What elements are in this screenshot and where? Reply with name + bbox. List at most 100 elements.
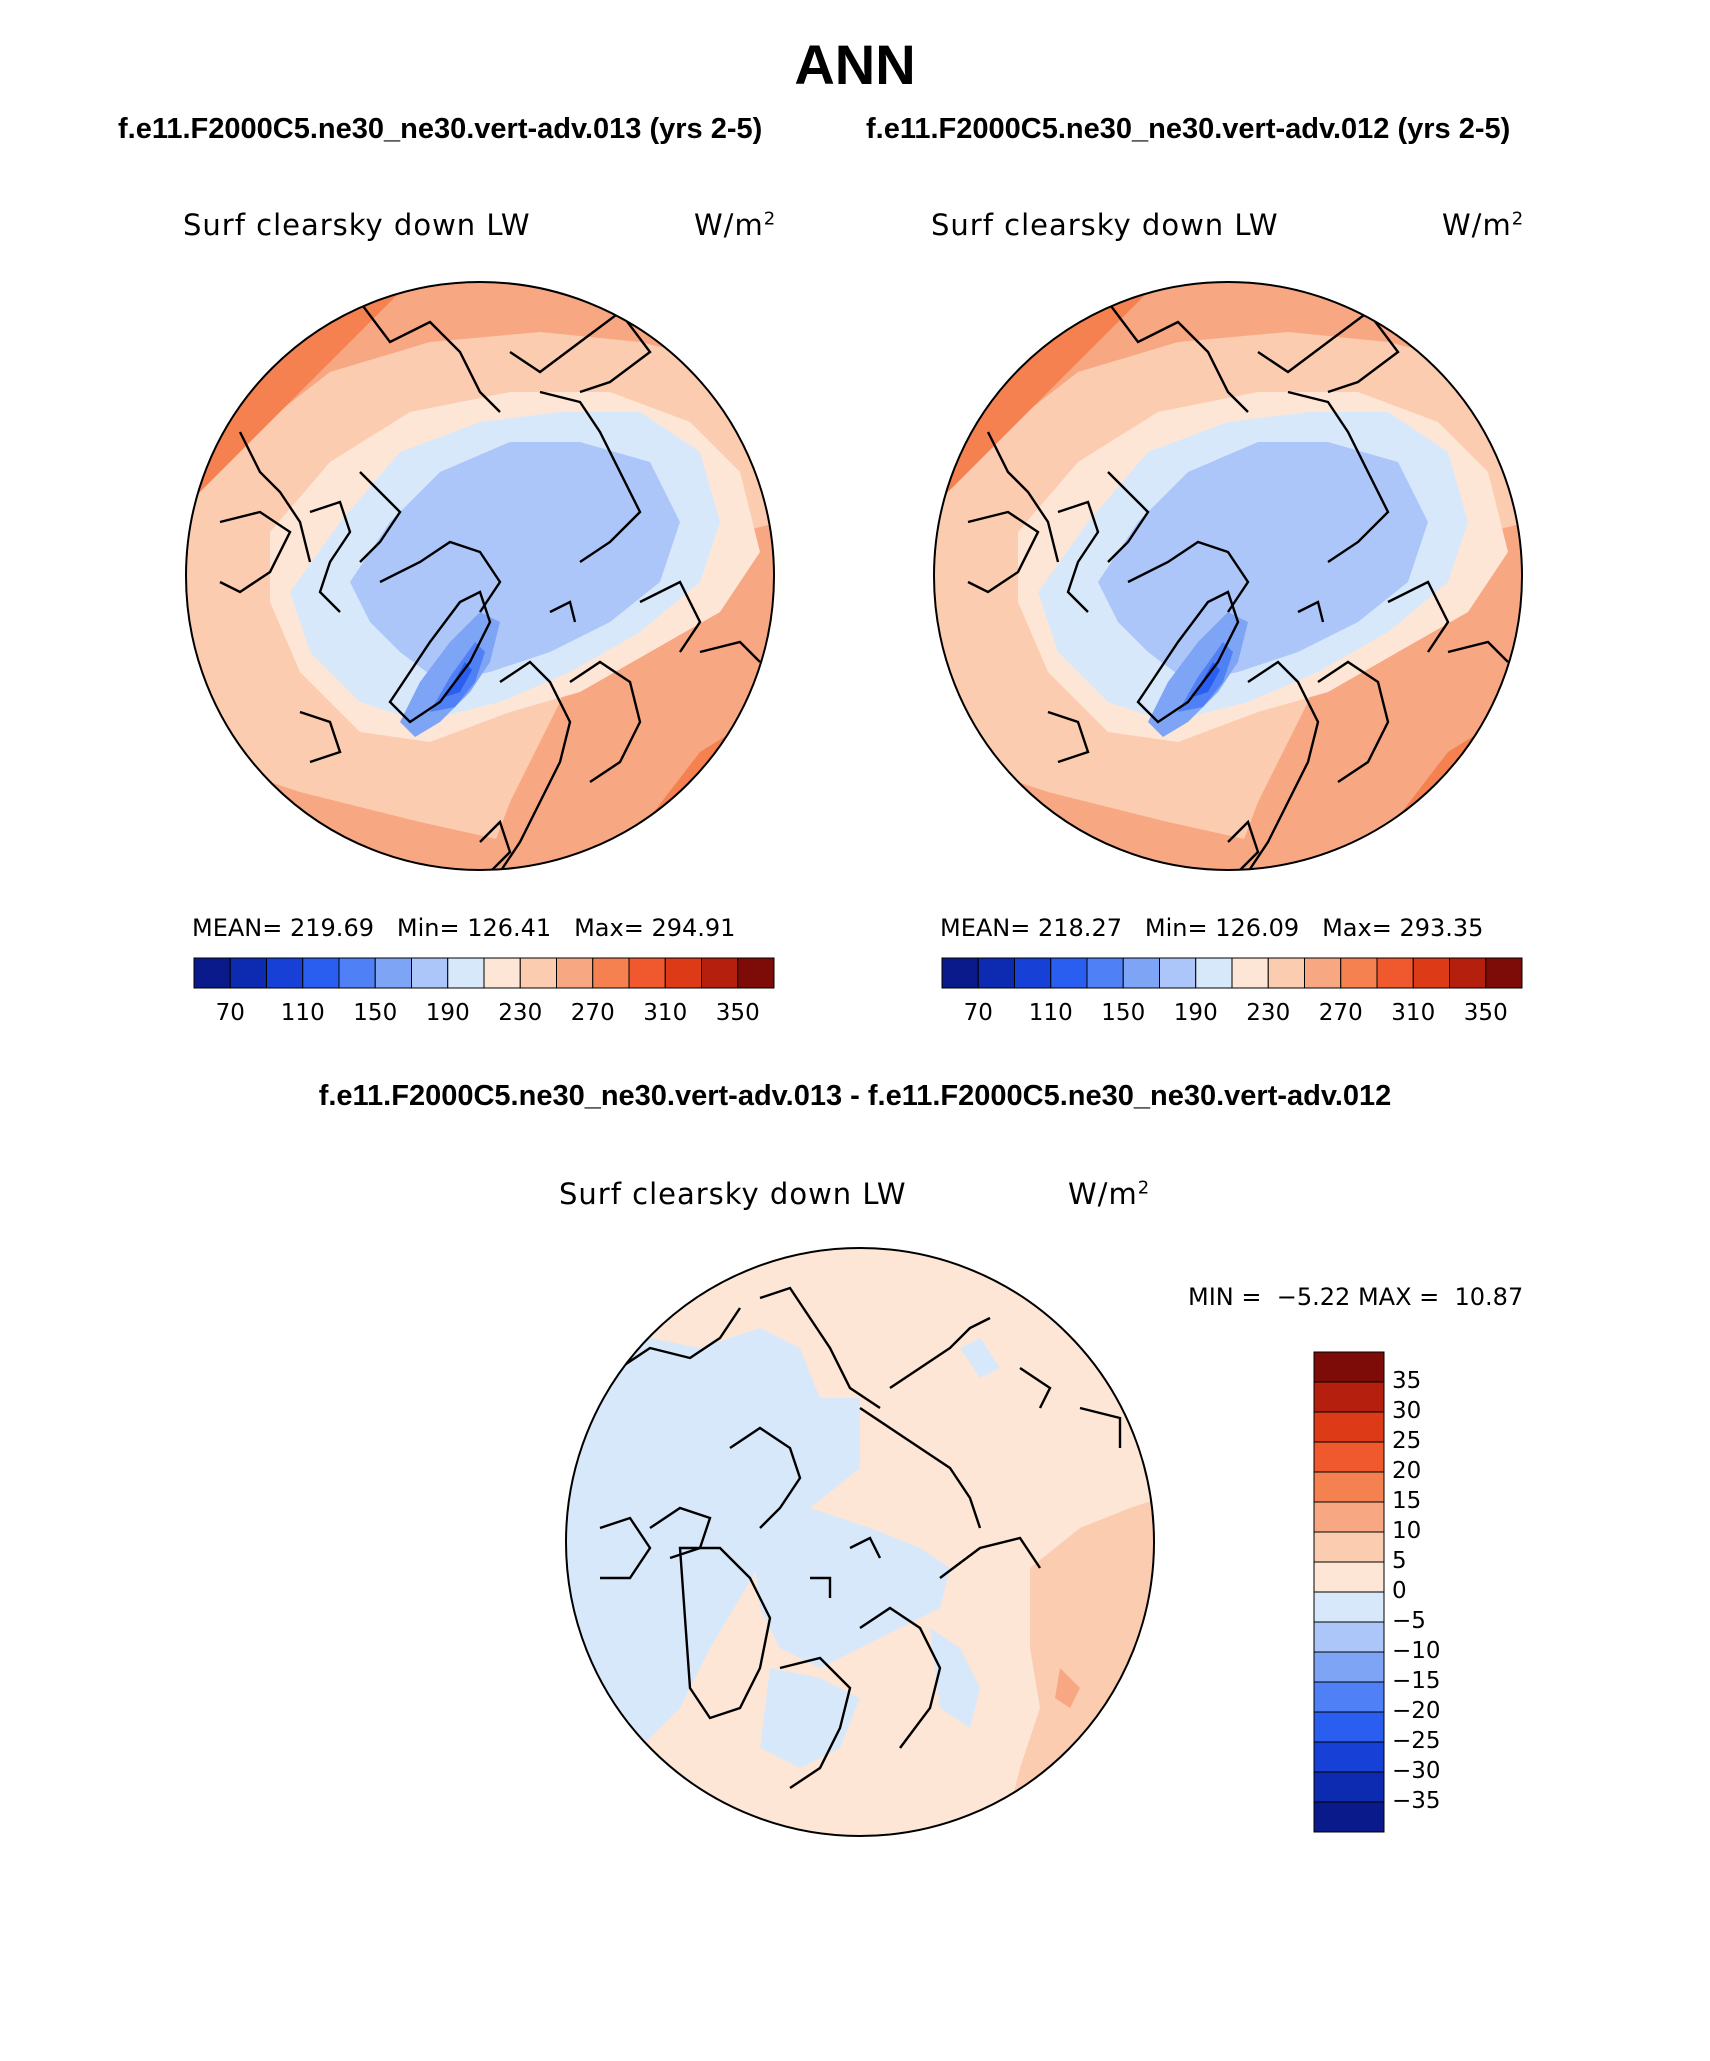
colorbar-tick-label: 0 <box>1392 1578 1407 1604</box>
diff-units-label: W/m2 <box>1068 1177 1151 1211</box>
colorbar-swatch <box>737 957 775 989</box>
colorbar-swatch <box>1086 957 1124 989</box>
colorbar-tick-label: 10 <box>1392 1518 1422 1544</box>
colorbar-swatch <box>1412 957 1450 989</box>
map-boundary <box>185 281 775 871</box>
colorbar-swatch <box>1313 1621 1385 1653</box>
colorbar-tick-label: 150 <box>1101 1000 1146 1026</box>
colorbar-swatch <box>664 957 702 989</box>
colorbar-tick-label: 310 <box>1391 1000 1436 1026</box>
colorbar-swatch <box>483 957 521 989</box>
colorbar-swatch <box>941 957 979 989</box>
colorbar-tick-label: 70 <box>215 1000 245 1026</box>
colorbar-tick-label: −5 <box>1392 1608 1426 1634</box>
diff-field-neg-center <box>750 1508 950 1668</box>
colorbar-swatch <box>338 957 376 989</box>
colorbar-tick-label: 270 <box>1318 1000 1363 1026</box>
page-title: ANN <box>794 33 916 96</box>
colorbar-tick-label: 70 <box>963 1000 993 1026</box>
diff-minmax: MIN = −5.22 MAX = 10.87 <box>1188 1283 1524 1311</box>
diff-colorbar <box>1313 1351 1385 1833</box>
colorbar-swatch <box>1159 957 1197 989</box>
colorbar-tick-label: 310 <box>643 1000 688 1026</box>
colorbar-swatch <box>193 957 231 989</box>
left-polar-map <box>185 281 775 871</box>
colorbar-swatch <box>1122 957 1160 989</box>
colorbar-swatch <box>628 957 666 989</box>
colorbar-swatch <box>1313 1741 1385 1773</box>
field-band-270-310-south <box>186 642 774 870</box>
colorbar-swatch <box>302 957 340 989</box>
map-boundary <box>565 1247 1155 1837</box>
difference-title: f.e11.F2000C5.ne30_ne30.vert-adv.013 - f… <box>318 1080 1392 1112</box>
colorbar-swatch <box>977 957 1015 989</box>
colorbar-tick-label: −20 <box>1392 1698 1441 1724</box>
diff-field-neg-south <box>760 1668 860 1768</box>
colorbar-swatch <box>1485 957 1523 989</box>
left-colorbar <box>193 957 775 989</box>
colorbar-tick-label: −10 <box>1392 1638 1441 1664</box>
colorbar-swatch <box>1195 957 1233 989</box>
colorbar-tick-label: 110 <box>280 1000 325 1026</box>
colorbar-swatch <box>1313 1591 1385 1623</box>
left-stats: MEAN= 219.69 Min= 126.41 Max= 294.91 <box>192 914 736 942</box>
colorbar-tick-label: 5 <box>1392 1548 1407 1574</box>
colorbar-swatch <box>1313 1411 1385 1443</box>
colorbar-tick-label: 350 <box>1463 1000 1508 1026</box>
colorbar-tick-label: 20 <box>1392 1458 1422 1484</box>
colorbar-tick-label: 25 <box>1392 1428 1422 1454</box>
colorbar-tick-label: 350 <box>715 1000 760 1026</box>
field-band-270-310-south <box>934 642 1522 870</box>
colorbar-swatch <box>1313 1501 1385 1533</box>
colorbar-tick-label: 15 <box>1392 1488 1422 1514</box>
colorbar-swatch <box>411 957 449 989</box>
colorbar-swatch <box>1014 957 1052 989</box>
left-case-title: f.e11.F2000C5.ne30_ne30.vert-adv.013 (yr… <box>118 113 763 145</box>
colorbar-tick-label: 35 <box>1392 1368 1422 1394</box>
colorbar-swatch <box>1340 957 1378 989</box>
colorbar-tick-label: 230 <box>1246 1000 1291 1026</box>
right-polar-map <box>933 281 1523 871</box>
colorbar-swatch <box>266 957 304 989</box>
colorbar-tick-label: 150 <box>353 1000 398 1026</box>
colorbar-tick-label: 30 <box>1392 1398 1422 1424</box>
right-variable-label: Surf clearsky down LW <box>931 208 1279 242</box>
colorbar-tick-label: −30 <box>1392 1758 1441 1784</box>
right-stats: MEAN= 218.27 Min= 126.09 Max= 293.35 <box>940 914 1484 942</box>
right-units-label: W/m2 <box>1442 208 1525 242</box>
colorbar-tick-label: 230 <box>498 1000 543 1026</box>
colorbar-swatch <box>1313 1711 1385 1743</box>
colorbar-swatch <box>1449 957 1487 989</box>
left-variable-label: Surf clearsky down LW <box>183 208 531 242</box>
colorbar-swatch <box>1313 1531 1385 1563</box>
colorbar-tick-label: 190 <box>1173 1000 1218 1026</box>
colorbar-tick-label: 110 <box>1028 1000 1073 1026</box>
diff-field-10-15 <box>1055 1668 1080 1708</box>
colorbar-swatch <box>1313 1471 1385 1503</box>
colorbar-swatch <box>447 957 485 989</box>
colorbar-swatch <box>1231 957 1269 989</box>
colorbar-swatch <box>556 957 594 989</box>
colorbar-swatch <box>701 957 739 989</box>
coastlines <box>569 1286 1122 1789</box>
left-units-label: W/m2 <box>694 208 777 242</box>
colorbar-swatch <box>374 957 412 989</box>
colorbar-swatch <box>1313 1441 1385 1473</box>
colorbar-tick-label: −35 <box>1392 1788 1441 1814</box>
colorbar-tick-label: 190 <box>425 1000 470 1026</box>
diff-field-neg-europe <box>930 1628 980 1728</box>
colorbar-swatch <box>1313 1801 1385 1833</box>
field-band-110-150 <box>350 442 680 682</box>
colorbar-swatch <box>229 957 267 989</box>
right-colorbar <box>941 957 1523 989</box>
colorbar-swatch <box>592 957 630 989</box>
right-case-title: f.e11.F2000C5.ne30_ne30.vert-adv.012 (yr… <box>866 113 1511 145</box>
colorbar-swatch <box>1313 1561 1385 1593</box>
diff-variable-label: Surf clearsky down LW <box>559 1177 907 1211</box>
colorbar-swatch <box>1313 1381 1385 1413</box>
colorbar-swatch <box>1313 1351 1385 1383</box>
diff-field-neg-west <box>566 1328 860 1748</box>
colorbar-swatch <box>519 957 557 989</box>
colorbar-swatch <box>1313 1651 1385 1683</box>
map-boundary <box>933 281 1523 871</box>
